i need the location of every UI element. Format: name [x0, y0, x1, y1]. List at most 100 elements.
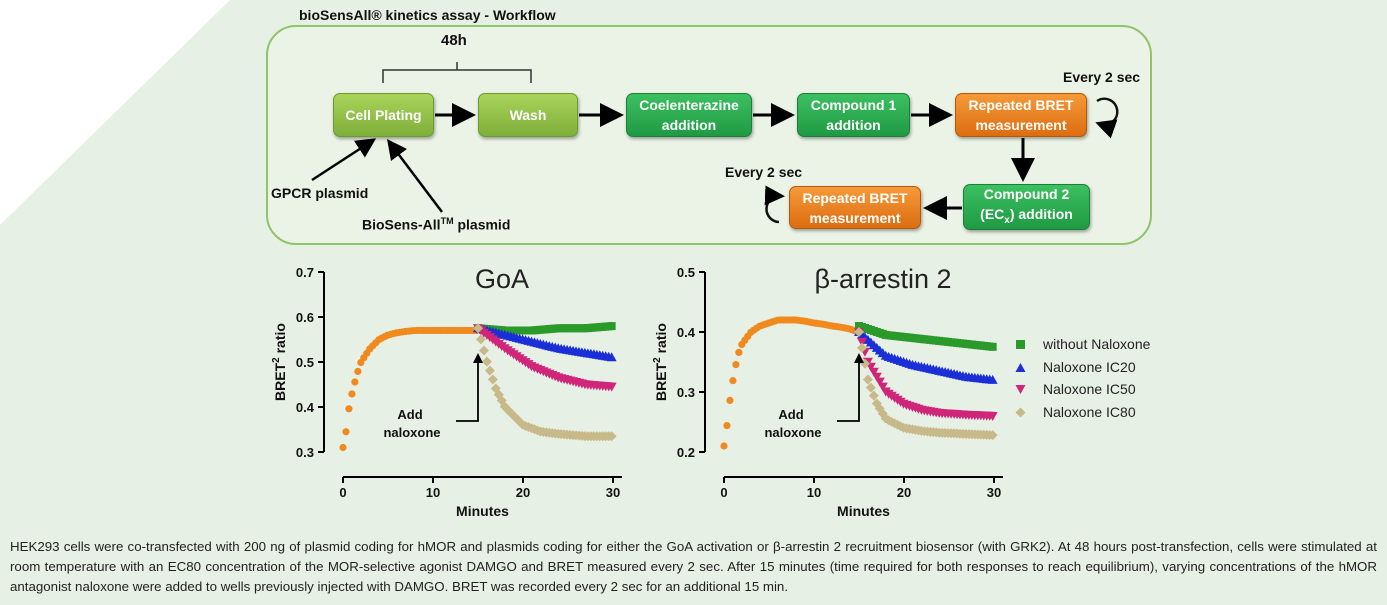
compound-2-line-1: Compound 2 — [983, 185, 1070, 202]
baseline-point — [732, 361, 740, 369]
baseline-point — [720, 442, 728, 450]
y-tick-label: 0.5 — [677, 265, 695, 280]
series-naloxone-ic50 — [473, 324, 617, 392]
data-point — [606, 431, 617, 442]
biosens-plasmid-label: BioSens-AllTM plasmid — [362, 216, 511, 233]
data-point — [868, 367, 879, 377]
data-point — [606, 382, 617, 392]
data-point — [871, 372, 882, 382]
legend-marker-triangle-up-icon — [1015, 362, 1026, 372]
step-repeated-bret-2: Repeated BRET measurement — [789, 186, 921, 229]
annotation-label-line-1: Add — [778, 407, 803, 422]
data-point — [496, 395, 507, 406]
step-repeated-bret-1: Repeated BRET measurement — [955, 93, 1087, 137]
data-point — [481, 356, 492, 367]
annotation-arrow-head — [854, 353, 864, 363]
legend-item-without-naloxone: without Naloxone — [1012, 334, 1182, 357]
data-point — [475, 334, 486, 345]
y-tick-label: 0.5 — [296, 355, 314, 370]
legend-marker-triangle-down-icon — [1015, 385, 1026, 394]
chart-beta-arrestin-2: β-arrestin 2 0.2 0.3 0.4 0.5 0 10 20 30 Minutes BR… — [652, 264, 1003, 519]
gpcr-plasmid-label: GPCR plasmid — [271, 185, 369, 201]
legend-marker-square-icon — [1016, 340, 1025, 349]
axes: 0.2 0.3 0.4 0.5 0 10 20 30 Minutes BRET2 ratio — [652, 265, 1003, 519]
data-point — [478, 345, 489, 356]
baseline-point — [723, 422, 731, 430]
data-point — [871, 398, 882, 409]
data-point — [854, 327, 864, 337]
every-2-sec-label-2: Every 2 sec — [725, 164, 803, 180]
legend: without Naloxone Naloxone IC20 Naloxone … — [1012, 334, 1182, 424]
data-point — [487, 374, 498, 385]
step-wash: Wash — [478, 93, 578, 137]
series-baseline — [339, 326, 481, 452]
data-point — [473, 323, 483, 334]
y-tick-label: 0.3 — [296, 445, 314, 460]
data-point — [856, 342, 867, 353]
y-tick-label: 0.4 — [296, 400, 315, 415]
repeat-loop-icon-1 — [1095, 97, 1119, 139]
baseline-point — [735, 348, 743, 356]
data-point — [987, 430, 998, 441]
duration-bracket — [382, 62, 532, 83]
series-naloxone-ic80 — [473, 323, 617, 442]
axes: 0.3 0.4 0.5 0.6 0.7 0 10 20 30 Minutes BRET2 ratio — [271, 265, 622, 519]
chart-title: GoA — [475, 264, 529, 294]
annotation-arrow — [837, 361, 860, 422]
arrow-gpcr — [311, 138, 377, 182]
x-tick-label: 0 — [720, 485, 727, 500]
data-point — [868, 390, 879, 401]
series-naloxone-ic80 — [854, 327, 998, 441]
x-tick-label: 20 — [897, 485, 911, 500]
baseline-point — [345, 405, 353, 413]
annotation-label-line-1: Add — [397, 407, 422, 422]
x-tick-label: 20 — [516, 485, 530, 500]
y-tick-label: 0.4 — [677, 325, 696, 340]
compound-2-line-2: (ECx) addition — [980, 205, 1073, 226]
repeat-loop-icon-2 — [764, 185, 785, 224]
baseline-point — [339, 443, 347, 452]
data-point — [877, 408, 888, 419]
legend-item-naloxone-ic20: Naloxone IC20 — [1012, 357, 1182, 380]
baseline-point — [354, 367, 362, 376]
baseline-point — [729, 377, 737, 385]
step-cell-plating: Cell Plating — [333, 93, 434, 137]
data-point — [987, 374, 998, 384]
step-coelenterazine: Coelenterazine addition — [626, 93, 752, 137]
annotation-label-line-2: naloxone — [383, 425, 440, 440]
annotation-arrow — [456, 361, 479, 422]
series-without-naloxone — [855, 322, 997, 351]
legend-item-naloxone-ic50: Naloxone IC50 — [1012, 379, 1182, 402]
data-point — [877, 382, 888, 392]
baseline-point — [348, 390, 356, 398]
baseline-point — [342, 428, 350, 436]
data-point — [865, 382, 876, 393]
figure-caption: HEK293 cells were co-transfected with 20… — [10, 539, 1377, 594]
annotation-label-line-2: naloxone — [764, 425, 821, 440]
workflow-title: bioSensAll® kinetics assay - Workflow — [299, 7, 556, 23]
duration-label: 48h — [441, 32, 467, 49]
x-tick-label: 10 — [807, 485, 821, 500]
data-point — [502, 404, 513, 415]
data-point — [490, 383, 501, 394]
series-naloxone-ic50 — [854, 328, 998, 421]
y-tick-label: 0.6 — [296, 310, 314, 325]
y-axis-label: BRET2 ratio — [652, 323, 669, 401]
y-axis-label: BRET2 ratio — [271, 323, 288, 401]
x-axis-label: Minutes — [456, 503, 509, 519]
legend-item-naloxone-ic80: Naloxone IC80 — [1012, 402, 1182, 425]
step-compound-2: Compound 2 (ECx) addition — [963, 184, 1090, 230]
baseline-point — [351, 378, 359, 386]
arrow-biosens — [386, 139, 443, 213]
baseline-point — [726, 396, 734, 404]
chart-title: β-arrestin 2 — [814, 264, 951, 294]
data-point — [859, 358, 870, 369]
x-tick-label: 10 — [426, 485, 440, 500]
series-naloxone-ic20 — [854, 327, 998, 384]
x-tick-label: 30 — [987, 485, 1001, 500]
x-tick-label: 30 — [606, 485, 620, 500]
data-point — [606, 352, 617, 362]
y-tick-label: 0.3 — [677, 385, 695, 400]
